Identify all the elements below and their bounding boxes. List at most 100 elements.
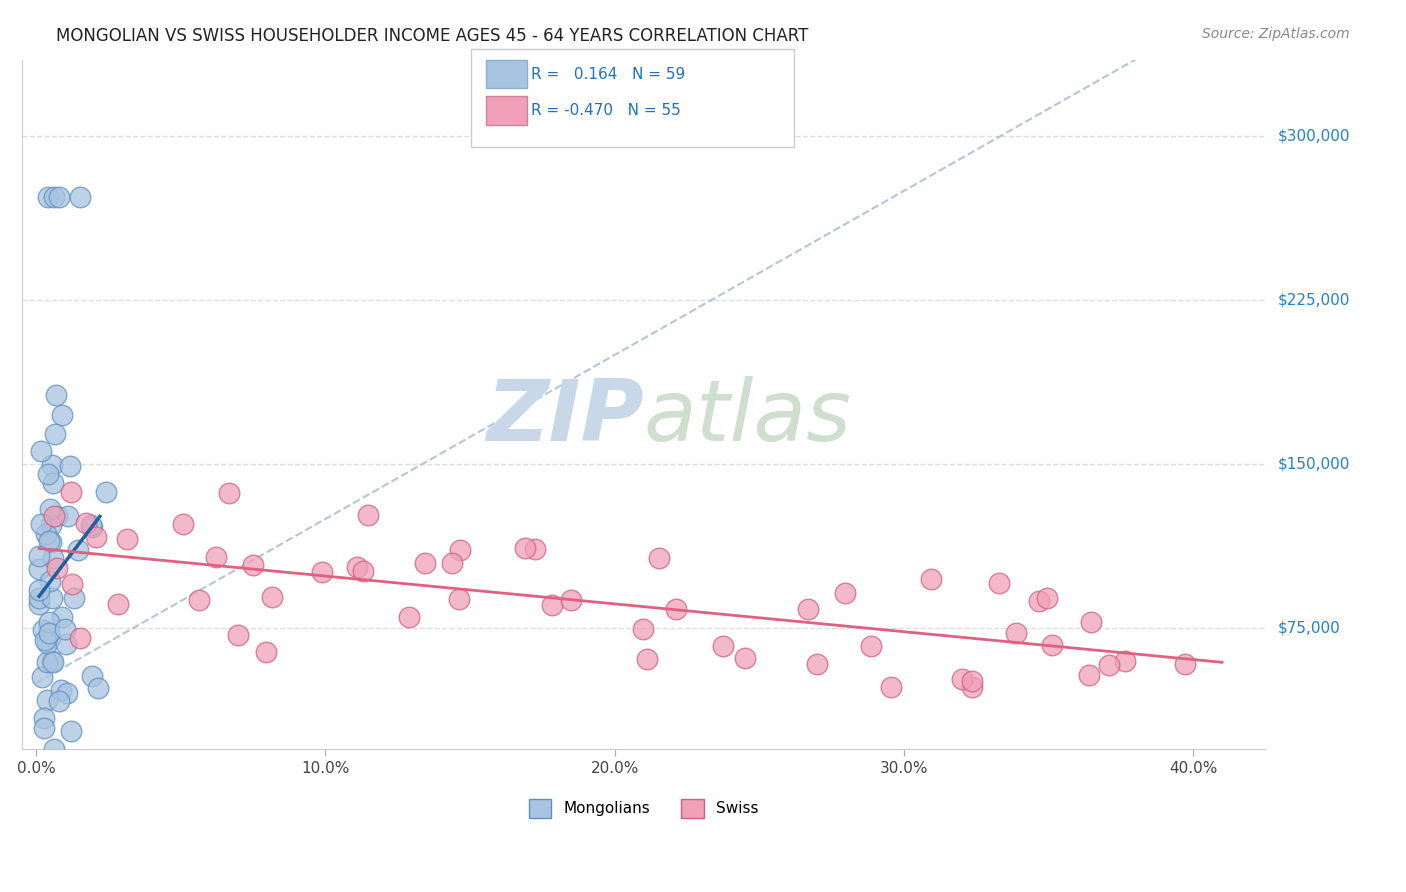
Point xyxy=(80,668,103,682)
Text: MONGOLIAN VS SWISS HOUSEHOLDER INCOME AGES 45 - 64 YEARS CORRELATION CHART: MONGOLIAN VS SWISS HOUSEHOLDER INCOME AG… xyxy=(56,27,808,45)
Point xyxy=(1028,594,1050,608)
Point xyxy=(55,637,77,651)
Point xyxy=(58,509,80,524)
Point xyxy=(38,626,60,640)
Point xyxy=(49,682,72,697)
Point xyxy=(59,458,82,473)
Point xyxy=(254,645,277,659)
Point xyxy=(1004,626,1026,640)
Point xyxy=(84,529,107,543)
Point xyxy=(34,633,56,648)
Point xyxy=(636,651,658,665)
Point xyxy=(60,576,83,591)
Point xyxy=(962,673,984,688)
Point xyxy=(734,650,756,665)
Text: R = -0.470   N = 55: R = -0.470 N = 55 xyxy=(531,103,682,118)
Point xyxy=(39,501,62,516)
Point xyxy=(218,486,240,500)
Point xyxy=(35,526,58,541)
Point xyxy=(32,721,55,735)
Point xyxy=(398,610,420,624)
Point xyxy=(37,693,59,707)
Point xyxy=(631,622,654,636)
Point xyxy=(524,542,547,557)
Point xyxy=(28,597,51,611)
Text: ZIP: ZIP xyxy=(486,376,644,459)
Point xyxy=(60,484,83,499)
Text: R =   0.164   N = 59: R = 0.164 N = 59 xyxy=(531,67,686,81)
Point xyxy=(357,508,380,523)
Text: atlas: atlas xyxy=(644,376,852,459)
Point xyxy=(560,593,582,607)
Point xyxy=(80,520,103,534)
Point xyxy=(42,475,65,490)
Point xyxy=(39,534,62,549)
Point xyxy=(987,576,1010,591)
Point xyxy=(53,622,76,636)
Point xyxy=(648,550,671,565)
Point xyxy=(859,639,882,653)
Point xyxy=(30,517,52,532)
Point xyxy=(1040,638,1063,652)
Point xyxy=(69,632,91,646)
Point xyxy=(440,556,463,570)
Point xyxy=(51,610,73,624)
Text: Source: ZipAtlas.com: Source: ZipAtlas.com xyxy=(1202,27,1350,41)
Point xyxy=(834,586,856,600)
Point xyxy=(1098,657,1121,672)
Point xyxy=(42,190,65,204)
Point xyxy=(44,426,66,441)
Point xyxy=(94,484,117,499)
Point xyxy=(260,591,283,605)
Point xyxy=(38,615,60,630)
Point xyxy=(1077,668,1099,682)
Point xyxy=(42,655,65,669)
Point xyxy=(87,681,110,696)
Point xyxy=(46,509,69,524)
Point xyxy=(665,602,688,616)
Point xyxy=(37,467,59,482)
Point xyxy=(950,672,973,686)
Legend: Mongolians, Swiss: Mongolians, Swiss xyxy=(523,793,765,823)
Point xyxy=(28,583,51,598)
Point xyxy=(962,681,984,695)
Point xyxy=(188,593,211,607)
Text: $150,000: $150,000 xyxy=(1278,457,1350,472)
Point xyxy=(540,598,562,612)
Point xyxy=(711,640,734,654)
Point xyxy=(1114,654,1136,668)
Point xyxy=(44,509,66,524)
Point xyxy=(1080,615,1102,629)
Point xyxy=(41,458,63,472)
Point xyxy=(28,800,51,814)
Point xyxy=(63,591,86,605)
Point xyxy=(513,541,536,555)
Point xyxy=(31,670,53,684)
Point xyxy=(37,190,59,204)
Point xyxy=(39,631,62,645)
Point xyxy=(35,655,58,669)
Point xyxy=(69,190,91,204)
Text: $300,000: $300,000 xyxy=(1278,128,1350,144)
Point xyxy=(59,724,82,739)
Point xyxy=(880,681,903,695)
Point xyxy=(35,818,58,832)
Point xyxy=(80,518,103,533)
Point xyxy=(107,597,129,611)
Point xyxy=(28,591,51,606)
Point xyxy=(38,533,60,548)
Point xyxy=(1036,591,1059,605)
Point xyxy=(352,564,374,578)
Point xyxy=(51,408,73,422)
Point xyxy=(449,542,471,557)
Point xyxy=(242,558,264,573)
Point xyxy=(346,560,368,574)
Point xyxy=(797,602,820,616)
Point xyxy=(311,566,333,580)
Point xyxy=(41,591,63,605)
Point xyxy=(30,444,52,458)
Point xyxy=(39,574,62,588)
Point xyxy=(1174,657,1197,672)
Point xyxy=(75,516,97,530)
Point xyxy=(32,623,55,637)
